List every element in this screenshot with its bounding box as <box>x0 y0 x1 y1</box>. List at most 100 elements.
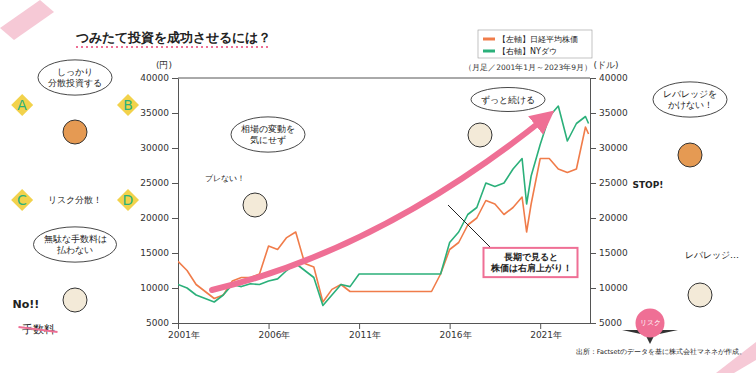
legend-entry: 【左軸】日経平均株価 <box>498 35 578 44</box>
annotation: 相場の変動を気にせず <box>231 117 305 152</box>
annotation-text: A <box>17 97 27 113</box>
tick-mark <box>172 218 178 219</box>
character <box>243 193 267 217</box>
tick-mark <box>590 253 596 254</box>
annotation-text: ずっと続ける <box>481 95 535 105</box>
letter-badge <box>11 189 33 211</box>
pointer-line <box>448 205 495 252</box>
tick-mark <box>359 323 360 329</box>
title-underline <box>76 46 270 48</box>
tick-label: 25000 <box>140 178 169 188</box>
legend-box <box>478 30 592 58</box>
annotation: リスク <box>636 308 665 337</box>
y2-axis-line <box>590 79 591 324</box>
tick: 2011年 <box>349 323 381 340</box>
tick: 25000 <box>140 178 178 188</box>
annotation-text: リスク <box>640 319 661 327</box>
tick-label: 40000 <box>140 73 169 83</box>
legend-swatch <box>483 50 495 53</box>
callout-box <box>484 248 578 277</box>
tick-mark <box>172 183 178 184</box>
annotation-text: 相場の変動を <box>241 124 295 134</box>
x-axis-line <box>179 323 591 324</box>
annotation-text: 長期で見ると <box>503 252 558 262</box>
speech-bubble <box>653 82 727 117</box>
annotation: No!! <box>13 298 40 311</box>
annotation-text: 出所：Factsetのデータを基に株式会社マネネが作成。 <box>576 348 746 356</box>
character <box>688 283 712 307</box>
tick-mark <box>172 253 178 254</box>
tick: 20000 <box>590 213 628 223</box>
strike-line <box>19 327 58 332</box>
annotation: 無駄な手数料は払わない <box>34 227 117 262</box>
y2-axis-label: (ドル) <box>593 60 618 70</box>
plot-frame <box>178 78 590 79</box>
tick: 15000 <box>140 248 178 258</box>
annotation-text: 気にせず <box>250 135 286 145</box>
tick: 5000 <box>590 318 622 328</box>
tick-mark <box>590 288 596 289</box>
annotation: D <box>117 189 139 211</box>
annotation: リスク分散！ <box>48 195 102 205</box>
letter-badge <box>117 189 139 211</box>
annotation: ずっと続ける <box>471 88 545 112</box>
y2-axis: 500010000150002000025000300003500040000 <box>590 73 628 328</box>
speech-bubble <box>231 117 305 152</box>
annotation-text: ブレない！ <box>205 174 245 183</box>
plot-area <box>178 106 589 306</box>
annotation: しっかり分散投資する <box>38 60 112 95</box>
tick-mark <box>172 323 178 324</box>
annotation: C <box>11 189 33 211</box>
tick-mark <box>590 78 596 79</box>
character <box>678 143 702 167</box>
tick-mark <box>590 323 596 324</box>
tick-mark <box>172 288 178 289</box>
tick: 35000 <box>140 108 178 118</box>
tick-label: 30000 <box>599 143 628 153</box>
chart: 2001年2006年2011年2016年2021年500010000150002… <box>0 0 756 373</box>
tick-mark <box>590 183 596 184</box>
tick-label: 40000 <box>599 73 628 83</box>
tick: 2006年 <box>258 323 290 340</box>
tick: 20000 <box>140 213 178 223</box>
tick-label: 20000 <box>140 213 169 223</box>
series-line <box>178 127 589 302</box>
tick-label: 5000 <box>146 318 169 328</box>
annotation: A <box>11 94 33 116</box>
annotation: 長期で見ると株価は右肩上がり！ <box>484 248 578 277</box>
annotation-text: 株価は右肩上がり！ <box>490 263 572 273</box>
annotation-text: かけない！ <box>668 100 713 110</box>
annotation-text: レバレッジを <box>663 89 717 99</box>
legend-entry: 【右軸】NYダウ <box>498 47 557 56</box>
tick-label: 2021年 <box>530 330 562 340</box>
annotation-text: STOP! <box>633 180 664 190</box>
tick: 35000 <box>590 108 628 118</box>
character <box>468 123 492 147</box>
tick-label: 35000 <box>599 108 628 118</box>
tick: 40000 <box>590 73 628 83</box>
tick: 2021年 <box>530 323 562 340</box>
tick-label: 15000 <box>599 248 628 258</box>
tick-mark <box>172 148 178 149</box>
annotation-text: C <box>17 192 27 208</box>
speech-bubble <box>38 60 112 95</box>
title: つみたて投資を成功させるには？ <box>75 30 271 45</box>
annotation-text: 分散投資する <box>48 78 102 88</box>
y-axis-label: (円) <box>156 60 172 70</box>
tick: 10000 <box>590 283 628 293</box>
tick-mark <box>172 78 178 79</box>
annotation-text: レバレッジ… <box>685 250 739 260</box>
series-line <box>178 106 589 306</box>
tick-label: 15000 <box>140 248 169 258</box>
annotation-text: B <box>123 97 133 113</box>
tick-label: 20000 <box>599 213 628 223</box>
ribbon <box>0 0 54 40</box>
letter-badge <box>11 94 33 116</box>
speech-bubble <box>471 88 545 112</box>
y-axis-line <box>178 79 179 324</box>
annotation: B <box>117 94 139 116</box>
tick-mark <box>590 218 596 219</box>
annotation: STOP! <box>633 180 664 190</box>
legend: 【左軸】日経平均株価【右軸】NYダウ <box>478 30 592 58</box>
character <box>63 288 87 312</box>
